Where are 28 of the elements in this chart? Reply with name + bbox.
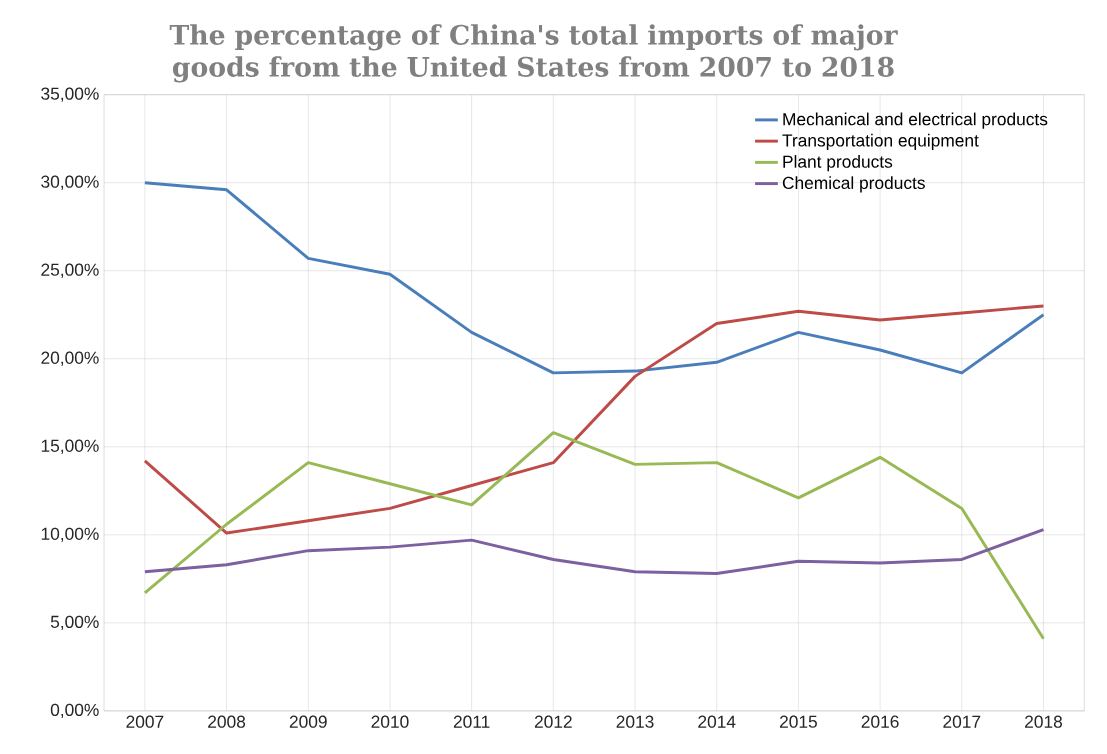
x-tick-label: 2007 (126, 715, 164, 729)
legend-label: Chemical products (782, 176, 925, 193)
legend-label: Plant products (783, 155, 893, 172)
y-tick-label: 5,00% (50, 615, 99, 631)
y-tick-label: 25,00% (41, 263, 99, 279)
x-tick-label: 2008 (208, 715, 246, 729)
x-tick-label: 2009 (289, 715, 327, 729)
line-series (143, 304, 1045, 535)
y-tick-label: 35,00% (41, 87, 99, 103)
x-tick-label: 2018 (1025, 715, 1063, 729)
x-tick-label: 2015 (780, 715, 817, 729)
y-tick-label: 15,00% (41, 439, 99, 455)
x-tick-label: 2013 (616, 715, 654, 729)
x-tick-label: 2014 (698, 715, 736, 729)
legend-label: Transportation equipment (782, 134, 979, 151)
y-tick-label: 10,00% (41, 527, 99, 543)
x-tick-label: 2010 (371, 715, 409, 729)
line-series (143, 528, 1045, 576)
x-tick-label: 2012 (534, 715, 572, 729)
line-series (143, 431, 1045, 641)
legend-label: Mechanical and electrical products (783, 112, 1048, 129)
y-tick-label: 30,00% (41, 175, 99, 191)
y-tick-label: 20,00% (41, 351, 99, 367)
x-tick-label: 2017 (943, 715, 981, 729)
chart-title: The percentage of China's total imports of major goods from the United States from 2007 to 2018 (169, 24, 898, 83)
x-tick-label: 2011 (453, 715, 490, 729)
y-tick-label: 0,00% (50, 703, 99, 719)
x-tick-label: 2016 (861, 715, 899, 729)
